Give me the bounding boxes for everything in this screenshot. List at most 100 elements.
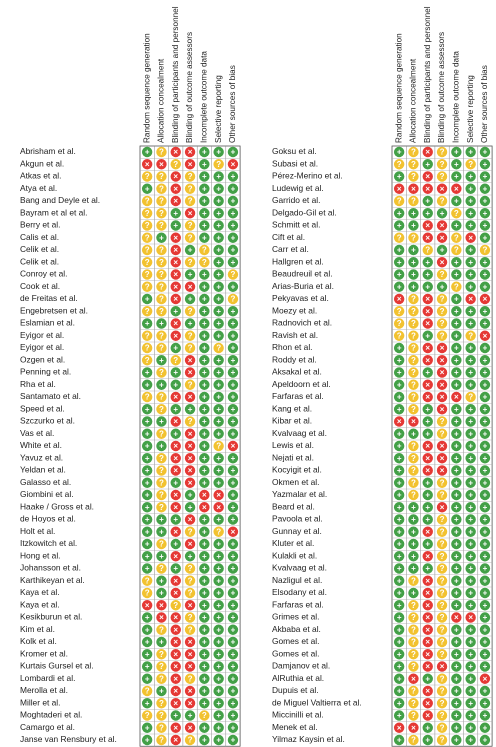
rating-symbol: + — [468, 723, 473, 732]
rating-symbol: × — [425, 233, 430, 242]
rating-icon — [184, 734, 196, 746]
rating-cell: + — [451, 551, 462, 562]
rating-cell: + — [227, 612, 239, 623]
rating-icon — [199, 404, 210, 415]
rating-icon — [436, 257, 448, 268]
study-name: Arias-Buria et al. — [272, 281, 334, 291]
rating-cell: × — [422, 624, 433, 635]
rating-symbol: + — [159, 638, 164, 647]
rating-symbol: × — [231, 527, 236, 536]
rating-symbol: + — [468, 662, 473, 671]
rating-cell: × — [170, 440, 181, 452]
rating-symbol: ? — [411, 491, 416, 500]
rating-icon — [408, 661, 419, 672]
rating-symbol: ? — [440, 711, 445, 720]
rating-symbol: ? — [411, 601, 416, 610]
rating-symbol: + — [483, 160, 488, 169]
rating-cell: + — [213, 465, 224, 476]
rating-symbol: + — [397, 527, 402, 536]
rating-symbol: + — [483, 233, 488, 242]
rating-symbol: + — [425, 736, 430, 745]
rating-icon — [213, 440, 224, 452]
rating-symbol: × — [173, 699, 178, 708]
rating-icon — [408, 526, 419, 537]
rating-icon — [465, 612, 476, 623]
rating-cell: ? — [156, 538, 167, 550]
rating-cell: ? — [184, 734, 196, 746]
rating-cell: + — [465, 551, 476, 562]
rating-cell: + — [451, 269, 462, 280]
rating-icon — [408, 722, 419, 733]
rating-icon — [422, 404, 433, 415]
rating-cell: × — [184, 649, 196, 660]
rating-symbol: + — [231, 184, 236, 193]
rating-cell: + — [213, 514, 224, 525]
rating-icon — [479, 575, 491, 586]
rating-cell: + — [393, 612, 405, 623]
rating-icon — [465, 502, 476, 513]
rating-cell: + — [465, 453, 476, 464]
rating-symbol: + — [454, 687, 459, 696]
rating-symbol: + — [483, 527, 488, 536]
rating-icon — [156, 649, 167, 660]
rating-cell: × — [184, 367, 196, 378]
rating-cell: + — [199, 636, 210, 648]
rating-icon — [213, 649, 224, 660]
rating-symbol: + — [397, 687, 402, 696]
rating-icon — [141, 269, 153, 280]
rating-icon — [170, 355, 181, 366]
study-name: Radnovich et al. — [272, 318, 332, 328]
rating-symbol: ? — [411, 148, 416, 157]
rating-icon — [479, 232, 491, 243]
rating-icon — [227, 232, 239, 243]
rating-icon — [465, 698, 476, 709]
rating-icon — [451, 428, 462, 439]
rating-symbol: + — [483, 221, 488, 230]
rating-symbol: + — [483, 711, 488, 720]
rating-symbol: + — [483, 344, 488, 353]
rating-symbol: × — [188, 148, 193, 157]
rating-symbol: × — [173, 576, 178, 585]
rating-cell: + — [436, 281, 448, 292]
rating-cell: ? — [408, 306, 419, 317]
rating-icon — [170, 330, 181, 341]
rating-icon — [156, 367, 167, 378]
rating-symbol: + — [216, 687, 221, 696]
rating-icon — [170, 661, 181, 672]
rating-symbol: ? — [440, 638, 445, 647]
rating-symbol: ? — [145, 233, 150, 242]
rating-cell: + — [141, 612, 153, 623]
rating-cell: + — [227, 183, 239, 194]
rating-cell: ? — [408, 685, 419, 697]
rating-cell: ? — [436, 612, 448, 623]
rating-symbol: × — [188, 160, 193, 169]
rating-icon — [465, 526, 476, 537]
rating-symbol: ? — [188, 564, 193, 573]
rating-cell: + — [199, 342, 210, 354]
rating-icon — [156, 220, 167, 231]
rating-icon — [227, 428, 239, 439]
rating-cell: ? — [156, 465, 167, 476]
rating-icon — [408, 146, 419, 158]
rating-icon — [479, 244, 491, 256]
rating-icon — [141, 465, 153, 476]
rating-icon — [393, 416, 405, 427]
rating-icon — [156, 257, 167, 268]
rating-cell: + — [227, 636, 239, 648]
rating-icon — [184, 379, 196, 390]
rating-symbol: + — [454, 331, 459, 340]
domain-header: Blinding of participants and personnel — [171, 6, 180, 143]
rating-symbol: + — [231, 625, 236, 634]
rating-cell: + — [199, 330, 210, 341]
study-name: Haake / Gross et al. — [20, 501, 94, 511]
rating-symbol: + — [145, 515, 150, 524]
rating-icon — [227, 171, 239, 182]
rating-cell: ? — [408, 330, 419, 341]
rating-symbol: + — [145, 503, 150, 512]
rating-cell: + — [227, 428, 239, 439]
rating-icon — [465, 220, 476, 231]
rating-icon — [479, 465, 491, 476]
rating-cell: + — [199, 685, 210, 697]
rating-icon — [393, 257, 405, 268]
rating-cell: + — [408, 428, 419, 439]
